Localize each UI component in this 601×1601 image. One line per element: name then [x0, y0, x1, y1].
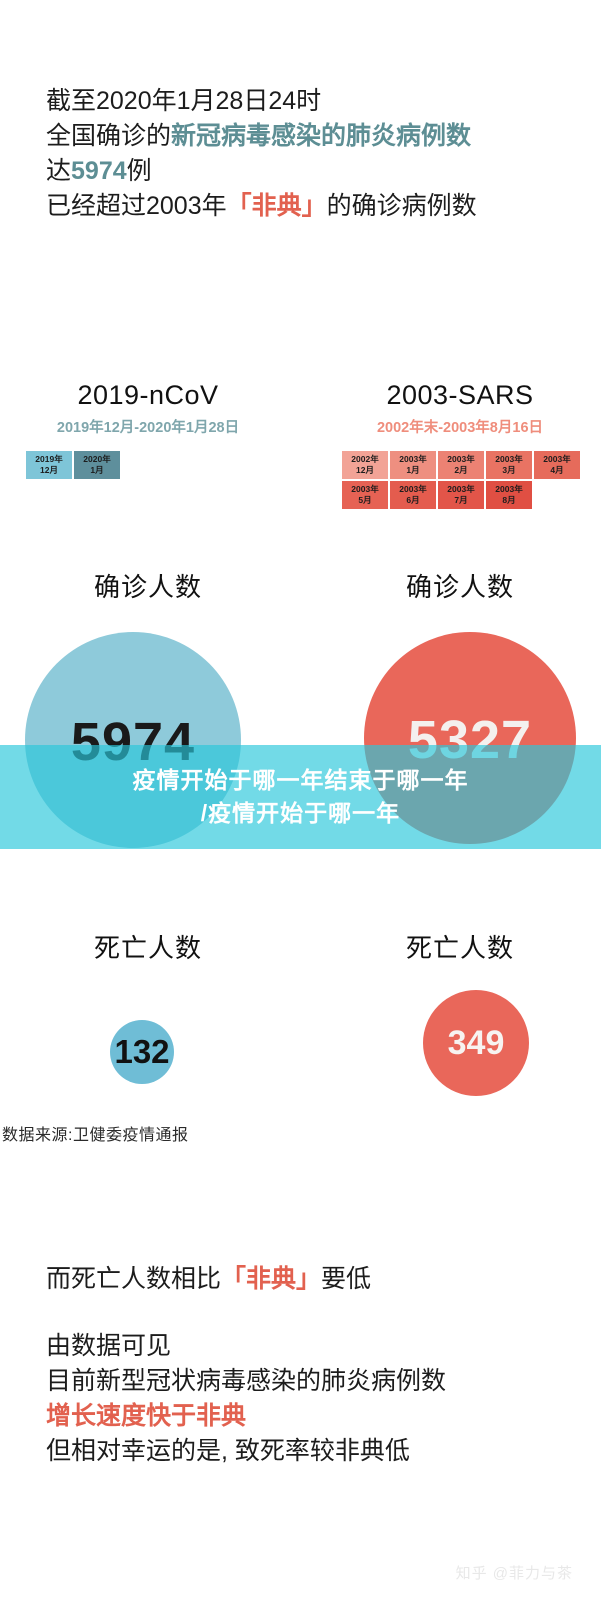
headline-line-4-highlight: 「非典」	[226, 192, 327, 220]
ncov-chip-year: 2019年	[35, 454, 63, 464]
conclusion-line-5: 但相对幸运的是, 致死率较非典低	[46, 1437, 410, 1465]
ncov-death-circle: 132	[110, 1020, 174, 1084]
sars-chip-month: 12月	[356, 465, 374, 475]
ncov-chip-year: 2020年	[83, 454, 111, 464]
sars-death-circle: 349	[423, 990, 529, 1096]
data-source-note: 数据来源:卫健委疫情通报	[2, 1127, 189, 1144]
sars-chip-month: 3月	[502, 465, 516, 475]
column-ncov: 2019-nCoV 2019年12月-2020年1月28日 2019年 12月 20…	[18, 380, 278, 479]
conclusion-line-1-highlight: 「非典」	[221, 1265, 322, 1293]
sars-chip-year: 2003年	[495, 454, 523, 464]
sars-chip-year: 2003年	[399, 454, 427, 464]
headline-line-2-prefix: 全国确诊的	[46, 122, 172, 150]
sars-title: 2003-SARS	[386, 380, 534, 410]
sars-month-chip: 2003年 6月	[390, 481, 436, 509]
sars-death-value: 349	[447, 1023, 505, 1062]
sars-chip-year: 2003年	[447, 454, 475, 464]
sars-month-chip: 2003年 1月	[390, 451, 436, 479]
sars-date-range: 2002年末-2003年8月16日	[376, 420, 544, 436]
headline-block: 截至2020年1月28日24时 全国确诊的新冠病毒感染的肺炎病例数 达5974例…	[46, 84, 566, 224]
sars-month-chip: 2002年 12月	[342, 451, 388, 479]
ncov-chip-month: 12月	[40, 465, 58, 475]
sars-chip-year: 2003年	[543, 454, 571, 464]
headline-line-3: 达5974例	[46, 154, 566, 189]
headline-line-3-suffix: 例	[126, 157, 152, 185]
conclusion-line-1-prefix: 而死亡人数相比	[46, 1265, 222, 1293]
conclusion-line-4: 增长速度快于非典	[46, 1402, 247, 1430]
conclusion-line-1-suffix: 要低	[321, 1265, 372, 1293]
ncov-death-value: 132	[114, 1033, 170, 1070]
column-sars: 2003-SARS 2002年末-2003年8月16日 2002年 12月 2003…	[330, 380, 590, 509]
sars-chip-month: 1月	[406, 465, 420, 475]
sars-chip-month: 5月	[358, 495, 372, 505]
ncov-title: 2019-nCoV	[77, 380, 219, 410]
headline-line-2: 全国确诊的新冠病毒感染的肺炎病例数	[46, 119, 566, 154]
sars-chip-month: 8月	[502, 495, 516, 505]
headline-line-1-text: 截至2020年1月28日24时	[46, 87, 322, 115]
overlay-banner: 疫情开始于哪一年结束于哪一年 /疫情开始于哪一年	[0, 745, 601, 849]
sars-chip-month: 2月	[454, 465, 468, 475]
headline-line-3-prefix: 达	[46, 157, 72, 185]
sars-chip-year: 2003年	[399, 484, 427, 494]
headline-line-2-highlight: 新冠病毒感染的肺炎病例数	[171, 122, 472, 150]
ncov-confirmed-label: 确诊人数	[93, 572, 202, 602]
sars-month-chip: 2003年 4月	[534, 451, 580, 479]
sars-chip-year: 2003年	[495, 484, 523, 494]
sars-month-chip: 2003年 5月	[342, 481, 388, 509]
sars-month-chip: 2003年 8月	[486, 481, 532, 509]
ncov-date-range: 2019年12月-2020年1月28日	[56, 420, 240, 436]
conclusion-line-1: 而死亡人数相比「非典」要低	[46, 1262, 586, 1297]
sars-chip-month: 4月	[550, 465, 564, 475]
watermark: 知乎 @菲力与茶	[455, 1565, 573, 1582]
conclusion-block: 而死亡人数相比「非典」要低 由数据可见 目前新型冠状病毒感染的肺炎病例数 增长速…	[46, 1262, 586, 1469]
sars-chip-year: 2003年	[351, 484, 379, 494]
conclusion-spacer	[46, 1297, 586, 1329]
sars-month-chip: 2003年 7月	[438, 481, 484, 509]
sars-death-label: 死亡人数	[405, 933, 514, 963]
banner-line-2: /疫情开始于哪一年	[200, 800, 401, 826]
ncov-month-chip: 2019年 12月	[26, 451, 72, 479]
ncov-death-label: 死亡人数	[93, 933, 202, 963]
sars-month-chip: 2003年 2月	[438, 451, 484, 479]
banner-line-1: 疫情开始于哪一年结束于哪一年	[132, 767, 469, 793]
conclusion-line-3: 目前新型冠状病毒感染的肺炎病例数	[46, 1367, 447, 1395]
headline-line-3-highlight: 5974	[71, 157, 127, 185]
sars-chip-month: 6月	[406, 495, 420, 505]
headline-line-4-suffix: 的确诊病例数	[326, 192, 477, 220]
headline-line-4: 已经超过2003年「非典」的确诊病例数	[46, 189, 566, 224]
sars-confirmed-label: 确诊人数	[405, 572, 514, 602]
ncov-month-chips: 2019年 12月 2020年 1月	[18, 451, 278, 479]
ncov-chip-month: 1月	[90, 465, 104, 475]
sars-chip-month: 7月	[454, 495, 468, 505]
sars-month-chips: 2002年 12月 2003年 1月 2003年 2月 2003年 3月 2003年 4月 2003…	[330, 451, 590, 509]
sars-month-chip: 2003年 3月	[486, 451, 532, 479]
headline-line-1: 截至2020年1月28日24时	[46, 84, 566, 119]
ncov-month-chip: 2020年 1月	[74, 451, 120, 479]
headline-line-4-prefix: 已经超过2003年	[46, 192, 227, 220]
sars-chip-year: 2003年	[447, 484, 475, 494]
sars-chip-year: 2002年	[351, 454, 379, 464]
conclusion-line-2: 由数据可见	[46, 1332, 172, 1360]
